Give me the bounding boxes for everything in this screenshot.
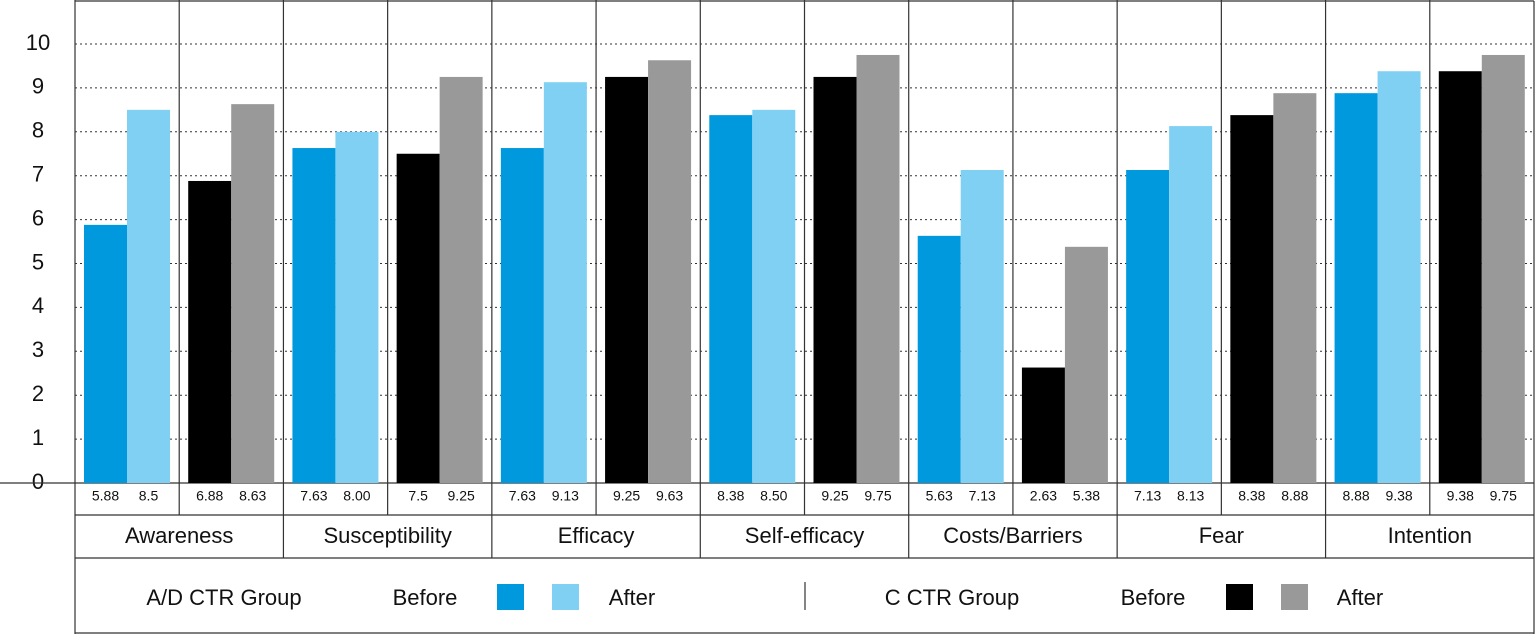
category-label: Self-efficacy bbox=[745, 523, 864, 548]
value-label: 9.25 bbox=[613, 488, 640, 504]
value-label: 9.38 bbox=[1447, 488, 1474, 504]
frame bbox=[74, 0, 1535, 634]
value-label: 8.63 bbox=[239, 488, 266, 504]
bar bbox=[917, 235, 961, 483]
bar bbox=[813, 76, 857, 484]
bar bbox=[1021, 367, 1065, 483]
bar bbox=[1064, 246, 1108, 483]
value-label: 9.25 bbox=[821, 488, 848, 504]
bar bbox=[752, 109, 796, 483]
value-label: 8.00 bbox=[343, 488, 370, 504]
bar bbox=[1377, 71, 1421, 483]
bar bbox=[1438, 71, 1482, 483]
legend-label: After bbox=[609, 585, 655, 610]
bar bbox=[439, 76, 483, 484]
value-label: 8.13 bbox=[1177, 488, 1204, 504]
bar bbox=[1334, 93, 1378, 483]
legend-swatch bbox=[497, 584, 524, 610]
bar bbox=[1126, 169, 1170, 484]
y-tick-label: 4 bbox=[32, 293, 44, 318]
legend-swatch bbox=[1226, 584, 1253, 610]
value-label: 2.63 bbox=[1030, 488, 1057, 504]
value-label: 9.63 bbox=[656, 488, 683, 504]
category-label: Costs/Barriers bbox=[943, 523, 1082, 548]
legend-label: Before bbox=[393, 585, 458, 610]
y-tick-label: 1 bbox=[32, 425, 44, 450]
legend-group-label: C CTR Group bbox=[885, 585, 1019, 610]
bar bbox=[1273, 93, 1317, 483]
y-tick-label: 2 bbox=[32, 381, 44, 406]
category-label: Fear bbox=[1199, 523, 1244, 548]
legend-swatch bbox=[1281, 584, 1308, 610]
bar bbox=[500, 148, 544, 483]
category-label: Susceptibility bbox=[323, 523, 451, 548]
y-tick-label: 6 bbox=[32, 205, 44, 230]
y-tick-label: 0 bbox=[32, 469, 44, 494]
value-label: 7.13 bbox=[969, 488, 996, 504]
value-label: 9.38 bbox=[1385, 488, 1412, 504]
bar bbox=[1481, 54, 1525, 483]
bar bbox=[292, 148, 336, 483]
legend-label: Before bbox=[1121, 585, 1186, 610]
value-label: 9.25 bbox=[448, 488, 475, 504]
legend-group-label: A/D CTR Group bbox=[146, 585, 301, 610]
legend-swatch bbox=[552, 584, 579, 610]
bar bbox=[84, 224, 127, 484]
y-tick-label: 5 bbox=[32, 249, 44, 274]
value-label: 8.88 bbox=[1342, 488, 1369, 504]
value-label: 5.63 bbox=[926, 488, 953, 504]
bar bbox=[709, 115, 753, 484]
value-label: 5.88 bbox=[92, 488, 119, 504]
bar bbox=[335, 131, 379, 484]
legend-label: After bbox=[1337, 585, 1383, 610]
y-tick-label: 9 bbox=[32, 74, 44, 99]
value-label: 7.63 bbox=[509, 488, 536, 504]
value-label: 8.5 bbox=[139, 488, 159, 504]
value-label: 8.38 bbox=[717, 488, 744, 504]
bar bbox=[960, 169, 1004, 484]
y-tick-label: 10 bbox=[26, 30, 50, 55]
category-label: Intention bbox=[1388, 523, 1472, 548]
bar bbox=[127, 109, 170, 483]
bar bbox=[543, 82, 587, 484]
value-label: 7.13 bbox=[1134, 488, 1161, 504]
category-label: Efficacy bbox=[558, 523, 635, 548]
value-label: 8.38 bbox=[1238, 488, 1265, 504]
bar bbox=[1230, 115, 1274, 484]
value-label: 5.38 bbox=[1073, 488, 1100, 504]
y-tick-label: 7 bbox=[32, 162, 44, 187]
value-label: 9.75 bbox=[1490, 488, 1517, 504]
value-label: 8.50 bbox=[760, 488, 787, 504]
bar bbox=[396, 153, 440, 483]
bar bbox=[605, 76, 649, 484]
value-label: 6.88 bbox=[196, 488, 223, 504]
value-label: 9.75 bbox=[864, 488, 891, 504]
y-tick-label: 8 bbox=[32, 118, 44, 143]
value-label: 7.5 bbox=[408, 488, 428, 504]
y-tick-label: 3 bbox=[32, 337, 44, 362]
category-label: Awareness bbox=[125, 523, 233, 548]
bar bbox=[856, 54, 900, 483]
bar bbox=[188, 180, 232, 483]
bar bbox=[648, 60, 692, 483]
bar bbox=[1169, 126, 1213, 483]
value-label: 7.63 bbox=[300, 488, 327, 504]
value-label: 8.88 bbox=[1281, 488, 1308, 504]
bar bbox=[231, 104, 275, 483]
value-label: 9.13 bbox=[552, 488, 579, 504]
